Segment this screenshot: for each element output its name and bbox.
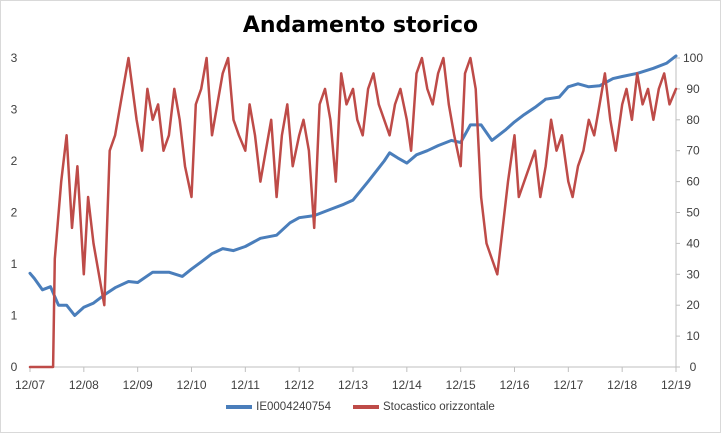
y-left-tick-label: 3 [11, 51, 18, 65]
y-left-tick-label: 2 [11, 154, 18, 168]
x-tick-label: 12/16 [499, 378, 529, 392]
y-right-tick-label: 90 [686, 82, 700, 96]
y-left-tick-label: 2 [11, 206, 18, 220]
x-tick-label: 12/15 [446, 378, 476, 392]
y-right-tick-label: 80 [686, 113, 700, 127]
legend-label-series-2: Stocastico orizzontale [382, 401, 495, 413]
y-right-tick-label: 50 [686, 206, 700, 220]
y-right-tick-label: 30 [686, 267, 700, 281]
y-right-tick-label: 40 [686, 236, 700, 250]
y-right-tick-label: 60 [686, 175, 700, 189]
x-tick-label: 12/14 [392, 378, 422, 392]
y-right-tick-label: 20 [686, 298, 700, 312]
y-left-tick-label: 0 [11, 360, 18, 374]
legend-item-series-2: Stocastico orizzontale [352, 401, 495, 413]
x-tick-label: 12/17 [553, 378, 583, 392]
y-left-tick-label: 3 [11, 103, 18, 117]
x-tick-label: 12/09 [123, 378, 153, 392]
x-tick-label: 12/13 [338, 378, 368, 392]
x-tick-label: 12/18 [607, 378, 637, 392]
y-left-tick-label: 1 [11, 257, 18, 271]
y-right-tick-label: 70 [686, 144, 700, 158]
y-left-tick-label: 1 [11, 309, 18, 323]
series-line-1 [28, 54, 678, 317]
legend-swatch-series-1 [226, 405, 253, 409]
legend-label-series-1: IE0004240754 [256, 401, 331, 413]
chart-title: Andamento storico [242, 13, 479, 38]
series-line-2 [28, 56, 678, 369]
y-right-tick-label: 100 [683, 51, 703, 65]
x-tick-label: 12/12 [284, 378, 314, 392]
x-tick-label: 12/10 [176, 378, 206, 392]
x-tick-label: 12/08 [69, 378, 99, 392]
legend-swatch-series-2 [352, 405, 379, 409]
x-tick-label: 12/11 [231, 378, 260, 392]
legend: IE0004240754 Stocastico orizzontale [1, 401, 720, 413]
y-right-tick-label: 10 [686, 329, 700, 343]
x-tick-label: 12/07 [15, 378, 45, 392]
x-tick-label: 12/19 [661, 378, 691, 392]
y-right-tick-label: 0 [690, 360, 697, 374]
legend-item-series-1: IE0004240754 [226, 401, 331, 413]
